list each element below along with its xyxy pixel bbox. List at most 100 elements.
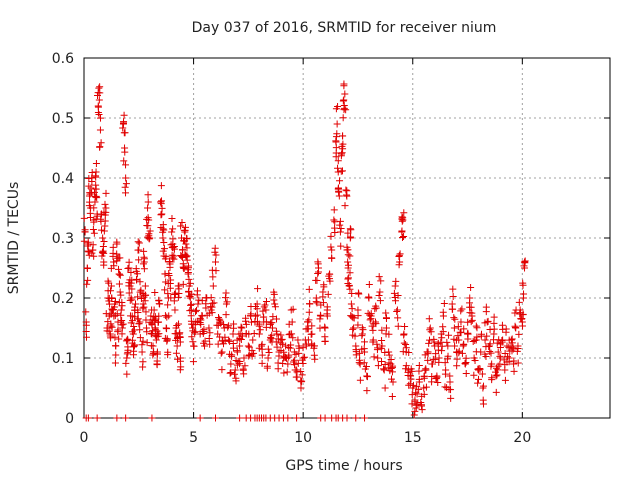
data-point bbox=[88, 249, 96, 257]
data-point bbox=[277, 339, 285, 347]
data-point bbox=[225, 336, 233, 344]
data-point bbox=[212, 251, 220, 259]
data-point bbox=[209, 273, 217, 281]
data-point bbox=[424, 356, 432, 364]
data-point bbox=[405, 348, 413, 356]
data-point bbox=[135, 320, 143, 328]
data-point bbox=[86, 190, 94, 198]
data-point bbox=[335, 188, 343, 196]
data-point bbox=[115, 280, 123, 288]
data-point bbox=[345, 281, 353, 289]
data-point bbox=[122, 337, 130, 345]
data-point bbox=[495, 336, 503, 344]
data-point bbox=[159, 225, 167, 233]
data-point bbox=[264, 345, 272, 353]
data-point bbox=[468, 316, 476, 324]
data-point bbox=[515, 298, 523, 306]
data-point bbox=[84, 247, 92, 255]
data-point bbox=[369, 326, 377, 334]
data-point bbox=[393, 307, 401, 315]
data-point bbox=[488, 376, 496, 384]
data-point bbox=[231, 370, 239, 378]
data-point bbox=[519, 322, 527, 330]
data-point bbox=[118, 316, 126, 324]
data-point bbox=[124, 264, 132, 272]
data-point bbox=[164, 301, 172, 309]
data-point bbox=[413, 400, 421, 408]
data-point bbox=[408, 367, 416, 375]
data-point bbox=[183, 244, 191, 252]
data-point bbox=[473, 324, 481, 332]
data-point bbox=[470, 371, 478, 379]
data-point bbox=[154, 318, 162, 326]
data-point bbox=[186, 307, 194, 315]
data-point bbox=[359, 326, 367, 334]
data-point bbox=[259, 307, 267, 315]
data-point bbox=[496, 352, 504, 360]
data-point bbox=[308, 322, 316, 330]
data-point bbox=[494, 366, 502, 374]
data-point bbox=[102, 189, 110, 197]
data-point bbox=[90, 204, 98, 212]
data-point bbox=[346, 252, 354, 260]
data-point bbox=[323, 312, 331, 320]
data-point bbox=[216, 316, 224, 324]
data-point bbox=[501, 376, 509, 384]
data-point bbox=[483, 332, 491, 340]
data-point bbox=[84, 238, 92, 246]
data-point bbox=[382, 315, 390, 323]
data-point bbox=[319, 299, 327, 307]
data-point bbox=[181, 250, 189, 258]
data-point bbox=[316, 315, 324, 323]
data-point bbox=[122, 414, 130, 422]
data-point bbox=[184, 269, 192, 277]
data-point bbox=[351, 332, 359, 340]
data-point bbox=[238, 324, 246, 332]
data-point bbox=[440, 300, 448, 308]
data-point bbox=[142, 316, 150, 324]
data-point bbox=[218, 348, 226, 356]
data-point bbox=[180, 264, 188, 272]
data-point bbox=[121, 129, 129, 137]
data-point bbox=[441, 370, 449, 378]
data-point bbox=[338, 167, 346, 175]
data-point bbox=[115, 265, 123, 273]
data-point bbox=[259, 313, 267, 321]
data-point bbox=[140, 247, 148, 255]
data-point bbox=[172, 330, 180, 338]
data-point bbox=[201, 337, 209, 345]
data-point bbox=[123, 354, 131, 362]
data-point bbox=[332, 137, 340, 145]
data-point bbox=[453, 355, 461, 363]
data-point bbox=[133, 275, 141, 283]
data-point bbox=[222, 289, 230, 297]
data-point bbox=[143, 339, 151, 347]
tick-labels: 0 5 10 15 20 0 0.1 0.2 0.3 0.4 0.5 0.6 bbox=[52, 51, 532, 446]
data-point bbox=[394, 291, 402, 299]
data-point bbox=[244, 342, 252, 350]
data-point bbox=[103, 324, 111, 332]
data-point bbox=[344, 229, 352, 237]
data-point bbox=[415, 375, 423, 383]
data-point bbox=[457, 307, 465, 315]
data-point bbox=[92, 185, 100, 193]
y-tick-label: 0.1 bbox=[52, 351, 74, 367]
data-point bbox=[227, 369, 235, 377]
data-point bbox=[458, 349, 466, 357]
data-point bbox=[143, 328, 151, 336]
data-point bbox=[462, 369, 470, 377]
data-point bbox=[144, 198, 152, 206]
data-point bbox=[310, 344, 318, 352]
data-point bbox=[402, 340, 410, 348]
data-point bbox=[196, 414, 204, 422]
data-point bbox=[360, 345, 368, 353]
data-point bbox=[110, 262, 118, 270]
data-point bbox=[378, 358, 386, 366]
data-point bbox=[511, 322, 519, 330]
data-point bbox=[198, 297, 206, 305]
data-point bbox=[107, 322, 115, 330]
data-point bbox=[84, 242, 92, 250]
data-point bbox=[226, 369, 234, 377]
data-point bbox=[471, 357, 479, 365]
data-point bbox=[140, 303, 148, 311]
